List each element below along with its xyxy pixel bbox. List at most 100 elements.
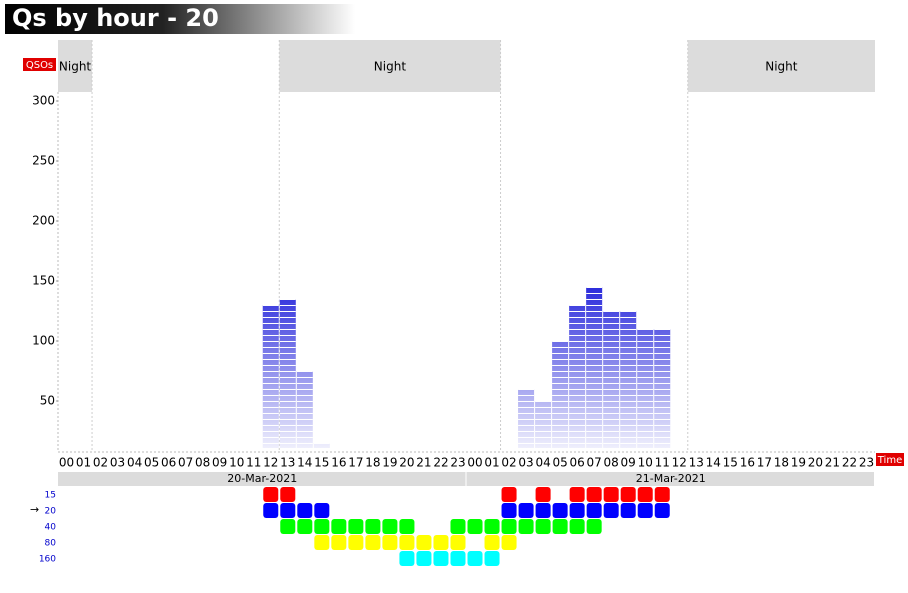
x-tick-label: 15 bbox=[314, 456, 329, 470]
band-cell bbox=[552, 519, 568, 534]
x-tick-label: 06 bbox=[569, 456, 584, 470]
x-tick-label: 22 bbox=[842, 456, 857, 470]
band-cell bbox=[416, 535, 432, 550]
x-tick-label: 20 bbox=[399, 456, 414, 470]
x-tick-label: 02 bbox=[501, 456, 516, 470]
x-tick-label: 23 bbox=[450, 456, 465, 470]
band-cell bbox=[569, 487, 585, 502]
y-tick-label: 300 bbox=[32, 94, 55, 108]
x-tick-label: 07 bbox=[587, 456, 602, 470]
x-tick-label: 01 bbox=[76, 456, 91, 470]
x-tick-label: 19 bbox=[791, 456, 806, 470]
y-tick-label: 150 bbox=[32, 274, 55, 288]
band-cell bbox=[569, 503, 585, 518]
band-cell bbox=[569, 519, 585, 534]
x-tick-label: 05 bbox=[552, 456, 567, 470]
x-tick-label: 16 bbox=[331, 456, 346, 470]
band-cell bbox=[450, 519, 466, 534]
band-cell bbox=[348, 535, 364, 550]
y-axis-label: QSOs bbox=[26, 60, 53, 71]
band-cell bbox=[348, 519, 364, 534]
night-label: Night bbox=[374, 60, 407, 74]
x-tick-label: 18 bbox=[774, 456, 789, 470]
band-label: 40 bbox=[45, 523, 57, 533]
current-band-marker: → bbox=[30, 503, 39, 516]
y-tick-label: 250 bbox=[32, 154, 55, 168]
x-tick-label: 20 bbox=[808, 456, 823, 470]
bar-stripes bbox=[262, 305, 279, 448]
band-cell bbox=[518, 503, 534, 518]
x-tick-label: 18 bbox=[365, 456, 380, 470]
date-label: 20-Mar-2021 bbox=[227, 472, 297, 485]
y-tick-label: 200 bbox=[32, 214, 55, 228]
x-tick-label: 06 bbox=[161, 456, 176, 470]
band-cell bbox=[535, 519, 551, 534]
band-cell bbox=[484, 519, 500, 534]
x-label-bg bbox=[876, 453, 904, 466]
band-cell bbox=[637, 503, 653, 518]
x-tick-label: 05 bbox=[144, 456, 159, 470]
x-tick-label: 11 bbox=[655, 456, 670, 470]
x-tick-label: 10 bbox=[638, 456, 653, 470]
band-cell bbox=[331, 519, 347, 534]
band-cell bbox=[399, 535, 415, 550]
x-tick-label: 13 bbox=[280, 456, 295, 470]
x-tick-label: 03 bbox=[110, 456, 125, 470]
x-tick-label: 23 bbox=[859, 456, 874, 470]
band-cell bbox=[586, 487, 602, 502]
band-label: 80 bbox=[45, 539, 57, 549]
band-cell bbox=[280, 487, 296, 502]
band-cell bbox=[586, 503, 602, 518]
x-tick-label: 04 bbox=[535, 456, 550, 470]
band-cell bbox=[586, 519, 602, 534]
x-tick-label: 09 bbox=[212, 456, 227, 470]
date-band bbox=[466, 472, 874, 486]
x-tick-label: 04 bbox=[127, 456, 142, 470]
band-cell bbox=[314, 503, 330, 518]
band-cell bbox=[399, 551, 415, 566]
band-cell bbox=[399, 519, 415, 534]
band-cell bbox=[297, 503, 313, 518]
band-cell bbox=[501, 519, 517, 534]
x-tick-label: 12 bbox=[672, 456, 687, 470]
bar-stripes bbox=[535, 401, 552, 448]
band-cell bbox=[314, 519, 330, 534]
night-label: Night bbox=[59, 60, 92, 74]
band-cell bbox=[433, 551, 449, 566]
night-label: Night bbox=[765, 60, 798, 74]
band-cell bbox=[280, 503, 296, 518]
bar-stripes bbox=[552, 341, 569, 448]
band-label: 15 bbox=[45, 491, 56, 501]
x-tick-label: 00 bbox=[59, 456, 74, 470]
x-tick-label: 19 bbox=[382, 456, 397, 470]
band-cell bbox=[637, 487, 653, 502]
bar-stripes bbox=[620, 311, 637, 448]
x-tick-label: 21 bbox=[416, 456, 431, 470]
band-cell bbox=[620, 487, 636, 502]
band-cell bbox=[620, 503, 636, 518]
band-cell bbox=[314, 535, 330, 550]
x-tick-label: 15 bbox=[723, 456, 738, 470]
band-cell bbox=[501, 535, 517, 550]
x-tick-label: 07 bbox=[178, 456, 193, 470]
band-cell bbox=[297, 519, 313, 534]
band-cell bbox=[484, 551, 500, 566]
bar-stripes bbox=[279, 299, 296, 448]
x-tick-label: 16 bbox=[740, 456, 755, 470]
band-cell bbox=[382, 519, 398, 534]
x-tick-label: 00 bbox=[467, 456, 482, 470]
bar-stripes bbox=[569, 305, 586, 448]
band-cell bbox=[280, 519, 296, 534]
bar-stripes bbox=[586, 287, 603, 448]
band-cell bbox=[450, 551, 466, 566]
band-cell bbox=[467, 551, 483, 566]
band-cell bbox=[365, 519, 381, 534]
chart-title: Qs by hour - 20 bbox=[12, 4, 219, 32]
title-bg bbox=[5, 4, 355, 34]
x-tick-label: 11 bbox=[246, 456, 261, 470]
x-tick-label: 02 bbox=[93, 456, 108, 470]
bar-stripes bbox=[603, 311, 620, 448]
bar-stripes bbox=[654, 329, 671, 448]
x-tick-label: 17 bbox=[348, 456, 363, 470]
band-cell bbox=[603, 487, 619, 502]
